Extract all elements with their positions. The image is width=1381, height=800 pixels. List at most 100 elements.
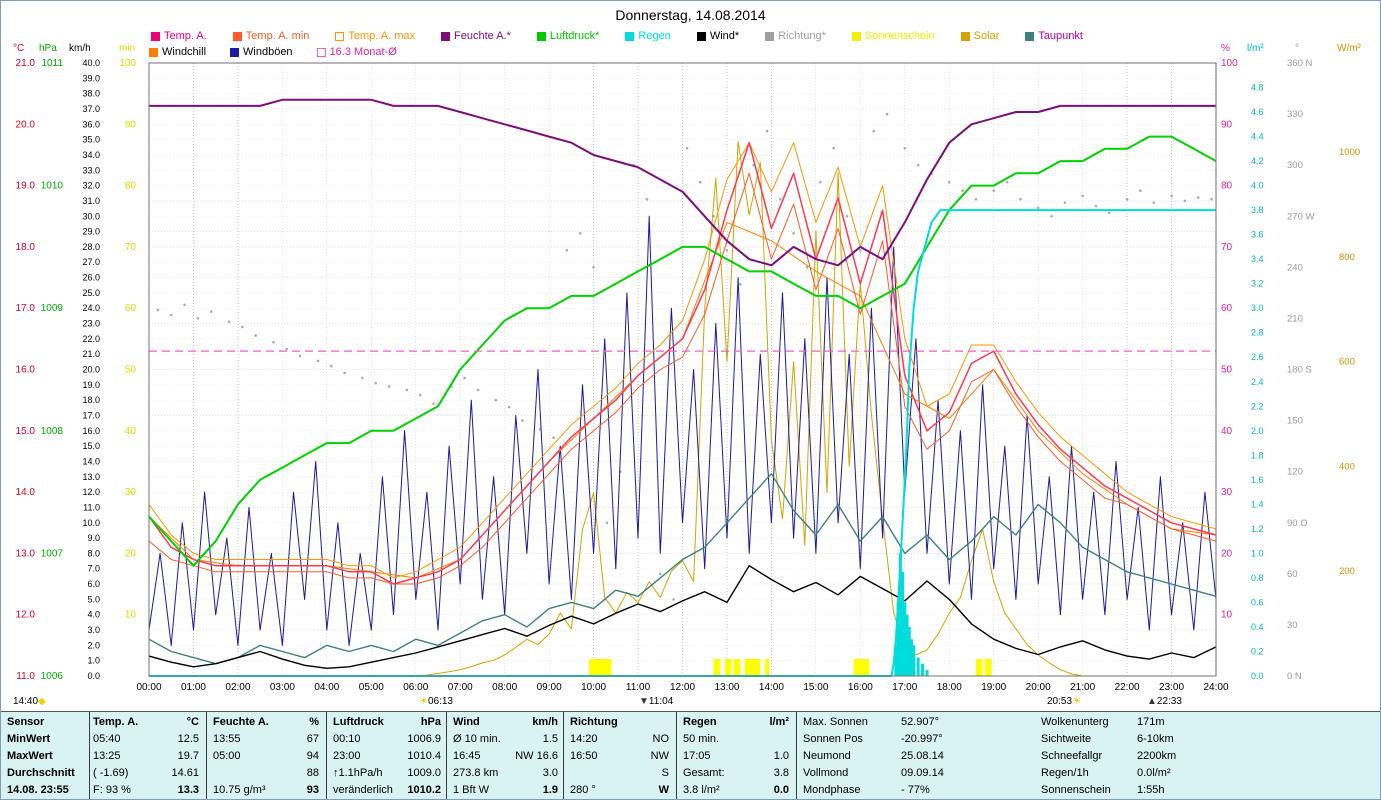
svg-text:4.8: 4.8 bbox=[1251, 83, 1264, 93]
svg-text:°: ° bbox=[1295, 43, 1299, 54]
svg-text:04:00: 04:00 bbox=[314, 682, 339, 693]
table-cell-c2a-row1: 13:55 bbox=[213, 733, 241, 745]
legend-color-box bbox=[960, 31, 970, 41]
svg-text:hPa: hPa bbox=[39, 43, 57, 54]
table-cell-label-row4: 14.08. 23:55 bbox=[7, 784, 69, 796]
legend-item-temp-a[interactable]: Temp. A. bbox=[151, 30, 207, 42]
svg-text:1.0: 1.0 bbox=[1251, 548, 1264, 558]
table-cell-i2k-row3: Regen/1h bbox=[1041, 767, 1089, 779]
table-cell-c6a-row1: 50 min. bbox=[683, 733, 720, 745]
table-cell-c5a-row4: 280 ° bbox=[570, 784, 596, 796]
table-separator bbox=[326, 712, 327, 799]
legend-item-sonnenschein[interactable]: Sonnenschein bbox=[851, 30, 935, 42]
svg-text:4.0: 4.0 bbox=[87, 610, 100, 620]
table-cell-i1k-row1: Sonnen Pos bbox=[803, 733, 863, 745]
legend-item-temp-a-min[interactable]: Temp. A. min bbox=[232, 30, 309, 42]
legend-item-taupunkt[interactable]: Taupunkt bbox=[1025, 30, 1083, 42]
svg-text:40: 40 bbox=[125, 426, 137, 437]
legend-label: Windchill bbox=[162, 46, 207, 58]
table-cell-c3b-row3: 1009.0 bbox=[407, 767, 441, 779]
table-cell-c4b-row1: 1.5 bbox=[542, 733, 558, 745]
svg-text:12:00: 12:00 bbox=[670, 682, 695, 693]
svg-text:1000: 1000 bbox=[1339, 147, 1360, 158]
legend-item-windb-en[interactable]: Windböen bbox=[230, 46, 293, 58]
table-cell-c6b-row2: 1.0 bbox=[773, 750, 789, 762]
svg-text:16:00: 16:00 bbox=[848, 682, 873, 693]
svg-text:09:00: 09:00 bbox=[537, 682, 562, 693]
table-cell-i1v-row0: 52.907° bbox=[901, 716, 940, 728]
svg-text:W/m²: W/m² bbox=[1337, 43, 1362, 54]
legend-label: Richtung* bbox=[778, 30, 826, 42]
svg-text:30.0: 30.0 bbox=[82, 211, 100, 221]
chart-legend-row-1: Temp. A. Temp. A. min Temp. A. max Feuchte … bbox=[151, 30, 1083, 42]
legend-item-feuchte-a[interactable]: Feuchte A.* bbox=[441, 30, 511, 42]
svg-text:0.8: 0.8 bbox=[1251, 573, 1264, 583]
table-cell-c3a-row4: veränderlich bbox=[333, 784, 393, 796]
table-cell-c6a-row3: Gesamt: bbox=[683, 767, 725, 779]
svg-text:17.0: 17.0 bbox=[82, 410, 100, 420]
series-windboeen bbox=[148, 215, 1217, 646]
svg-text:37.0: 37.0 bbox=[82, 104, 100, 114]
legend-item-wind[interactable]: Wind* bbox=[696, 30, 739, 42]
svg-text:11.0: 11.0 bbox=[83, 502, 100, 512]
table-cell-c3b-row4: 1010.2 bbox=[407, 784, 441, 796]
svg-text:1.0: 1.0 bbox=[87, 656, 100, 666]
table-separator bbox=[563, 712, 564, 799]
legend-item-windchill[interactable]: Windchill bbox=[149, 46, 206, 58]
svg-text:4.0: 4.0 bbox=[1251, 181, 1264, 191]
svg-text:28.0: 28.0 bbox=[82, 242, 100, 252]
table-cell-i1k-row3: Vollmond bbox=[803, 767, 849, 779]
table-cell-i1v-row1: -20.997° bbox=[901, 733, 943, 745]
svg-text:3.4: 3.4 bbox=[1251, 254, 1264, 264]
svg-text:23.0: 23.0 bbox=[82, 319, 100, 329]
svg-text:34.0: 34.0 bbox=[82, 150, 100, 160]
svg-text:06:00: 06:00 bbox=[403, 682, 428, 693]
svg-text:10.0: 10.0 bbox=[82, 518, 100, 528]
legend-label: Feuchte A.* bbox=[454, 30, 511, 42]
svg-text:7.0: 7.0 bbox=[87, 564, 100, 574]
table-cell-c5a-row1: 14:20 bbox=[570, 733, 598, 745]
legend-color-box bbox=[151, 31, 160, 41]
legend-item-16-3-monat[interactable]: 16.3 Monat-Ø bbox=[316, 46, 397, 58]
svg-text:1.4: 1.4 bbox=[1251, 499, 1264, 509]
legend-color-box bbox=[335, 31, 345, 41]
table-cell-i1v-row4: - 77% bbox=[901, 784, 930, 796]
svg-text:39.0: 39.0 bbox=[82, 73, 100, 83]
table-cell-c3b-row1: 1006.9 bbox=[407, 733, 441, 745]
legend-item-regen[interactable]: Regen bbox=[625, 30, 671, 42]
svg-text:2.6: 2.6 bbox=[1251, 352, 1264, 362]
table-cell-i1v-row3: 09.09.14 bbox=[901, 767, 944, 779]
svg-text:90 O: 90 O bbox=[1287, 518, 1308, 529]
legend-color-box bbox=[536, 31, 546, 41]
table-cell-label-row1: MinWert bbox=[7, 733, 51, 745]
svg-text:3.0: 3.0 bbox=[1251, 303, 1264, 313]
svg-text:1006: 1006 bbox=[41, 671, 64, 682]
legend-item-richtung[interactable]: Richtung* bbox=[765, 30, 826, 42]
svg-text:12.0: 12.0 bbox=[82, 487, 100, 497]
svg-text:21:00: 21:00 bbox=[1070, 682, 1095, 693]
svg-text:60: 60 bbox=[1287, 569, 1298, 580]
svg-text:120: 120 bbox=[1287, 467, 1303, 478]
table-cell-c4a-row2: 16:45 bbox=[453, 750, 481, 762]
svg-text:60: 60 bbox=[125, 303, 137, 314]
legend-item-solar[interactable]: Solar bbox=[960, 30, 999, 42]
svg-text:330: 330 bbox=[1287, 109, 1303, 120]
y-axis-wm2: 1000 800 600 400 200 bbox=[1339, 147, 1360, 577]
legend-item-temp-a-max[interactable]: Temp. A. max bbox=[335, 30, 415, 42]
svg-text:14:00: 14:00 bbox=[759, 682, 784, 693]
chart-canvas[interactable]: 21.0 20.0 19.0 18.0 17.0 16.0 15.0 14.0 13.0 12.0… bbox=[1, 1, 1381, 711]
legend-item-luftdruck[interactable]: Luftdruck* bbox=[536, 30, 599, 42]
svg-text:100: 100 bbox=[119, 58, 136, 69]
table-cell-c4b-row4: 1.9 bbox=[542, 784, 558, 796]
table-separator bbox=[89, 712, 90, 799]
marker-14-40: 14:40◆ bbox=[13, 696, 46, 707]
y-axis-deg: 360 N 330 300 270 W 240 210 180 S 150 120 90 O 60 3… bbox=[1287, 58, 1314, 682]
table-cell-c6a-row0: Regen bbox=[683, 716, 717, 728]
y-axis-kmh: 40.0 39.0 38.0 37.0 36.0 35.0 34.0 33.0 32.0 31.0… bbox=[82, 58, 100, 681]
summary-table: Sensor Temp. A. °C Feuchte A.% Luftdruck hPa W… bbox=[1, 711, 1380, 799]
svg-text:17.0: 17.0 bbox=[16, 303, 36, 314]
svg-text:30: 30 bbox=[125, 487, 137, 498]
svg-text:18.0: 18.0 bbox=[16, 242, 36, 253]
svg-text:15.0: 15.0 bbox=[16, 426, 36, 437]
